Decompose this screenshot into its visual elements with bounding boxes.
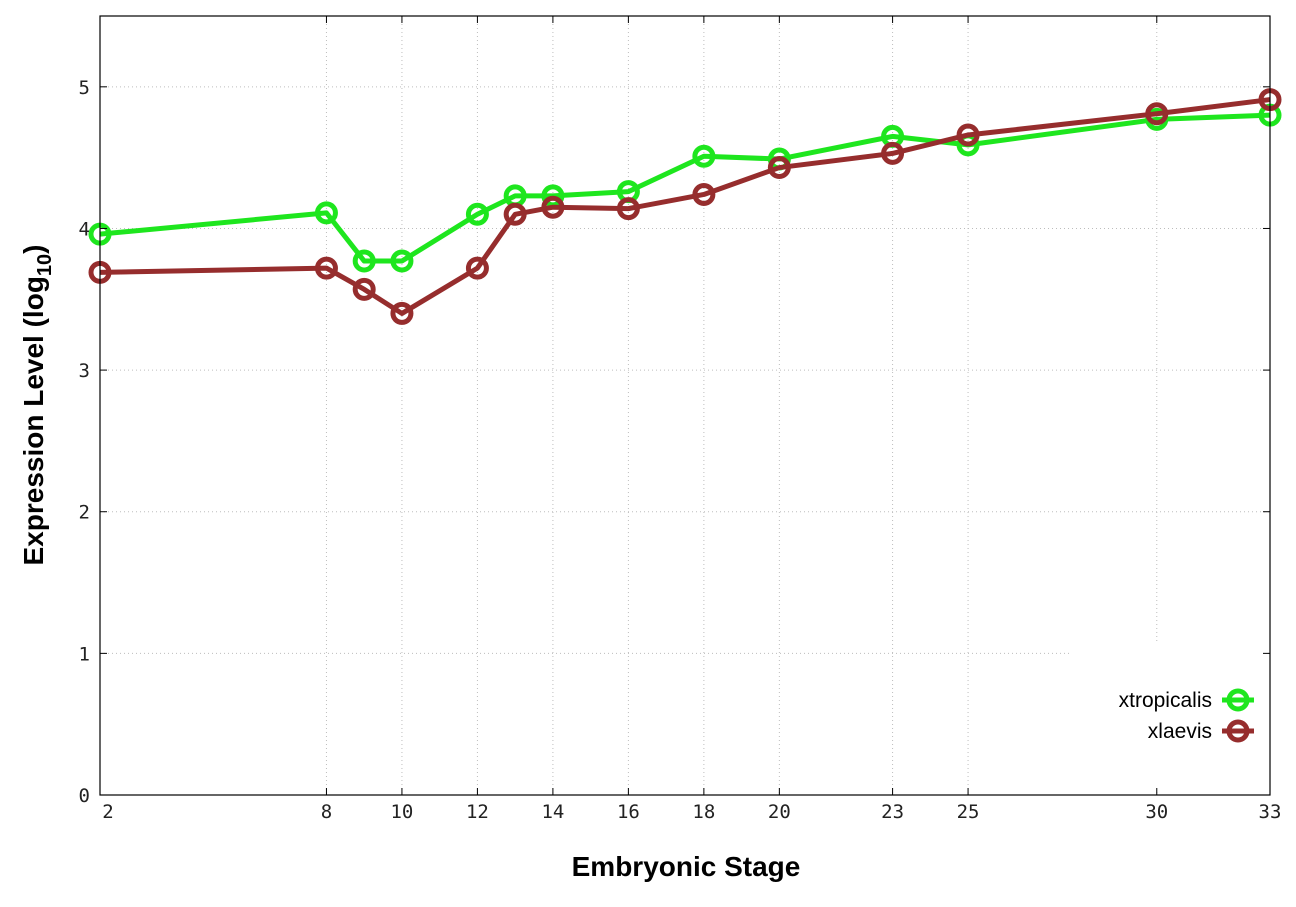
series-line-xlaevis	[99, 97, 1271, 316]
series-layer	[88, 88, 1282, 325]
legend-marker-xtropicalis	[1226, 688, 1250, 712]
x-tick-label: 8	[321, 801, 332, 823]
x-tick-label: 10	[390, 801, 413, 823]
data-point-xlaevis	[352, 277, 376, 301]
x-tick-label: 33	[1259, 801, 1282, 823]
data-point-xlaevis	[692, 182, 716, 206]
data-point-xtropicalis	[314, 201, 338, 225]
data-point-xtropicalis	[465, 202, 489, 226]
data-point-xtropicalis	[692, 144, 716, 168]
data-point-xlaevis	[465, 256, 489, 280]
data-point-xlaevis	[767, 156, 791, 180]
data-point-xtropicalis	[390, 249, 414, 273]
series-line-xtropicalis	[99, 112, 1271, 264]
data-point-xtropicalis	[352, 249, 376, 273]
legend-label-xtropicalis: xtropicalis	[1119, 689, 1212, 712]
y-axis-title: Expression Level (log10)	[18, 245, 56, 566]
y-axis-title-close: )	[18, 245, 49, 254]
y-tick-label: 2	[79, 502, 90, 524]
x-tick-label: 23	[881, 801, 904, 823]
plot-frame	[99, 15, 1271, 796]
x-tick-label: 12	[466, 801, 489, 823]
grid-lines	[100, 16, 1270, 795]
x-tick-label: 14	[541, 801, 564, 823]
y-tick-label: 0	[79, 785, 90, 807]
data-point-xlaevis	[956, 123, 980, 147]
x-tick-label: 25	[957, 801, 980, 823]
data-point-xlaevis	[616, 197, 640, 221]
y-axis-title-subscript: 10	[34, 254, 56, 276]
y-tick-label: 4	[79, 218, 90, 240]
data-point-xlaevis	[390, 301, 414, 325]
y-tick-label: 3	[79, 360, 90, 382]
x-tick-label: 20	[768, 801, 791, 823]
x-tick-label: 18	[692, 801, 715, 823]
x-tick-label: 16	[617, 801, 640, 823]
data-point-xlaevis	[503, 202, 527, 226]
data-point-xlaevis	[881, 141, 905, 165]
legend-background	[1072, 642, 1268, 792]
data-point-xlaevis	[314, 256, 338, 280]
legend: xtropicalis xlaevis	[1119, 688, 1254, 743]
y-tick-label: 1	[79, 643, 90, 665]
x-tick-label: 30	[1145, 801, 1168, 823]
x-axis-title: Embryonic Stage	[572, 851, 801, 882]
data-point-xlaevis	[1145, 102, 1169, 126]
data-point-xlaevis	[541, 195, 565, 219]
legend-label-xlaevis: xlaevis	[1148, 720, 1212, 743]
y-tick-label: 5	[79, 77, 90, 99]
legend-marker-xlaevis	[1226, 719, 1250, 743]
x-tick-label: 2	[102, 801, 113, 823]
y-axis-title-main: Expression Level (log	[18, 276, 49, 565]
